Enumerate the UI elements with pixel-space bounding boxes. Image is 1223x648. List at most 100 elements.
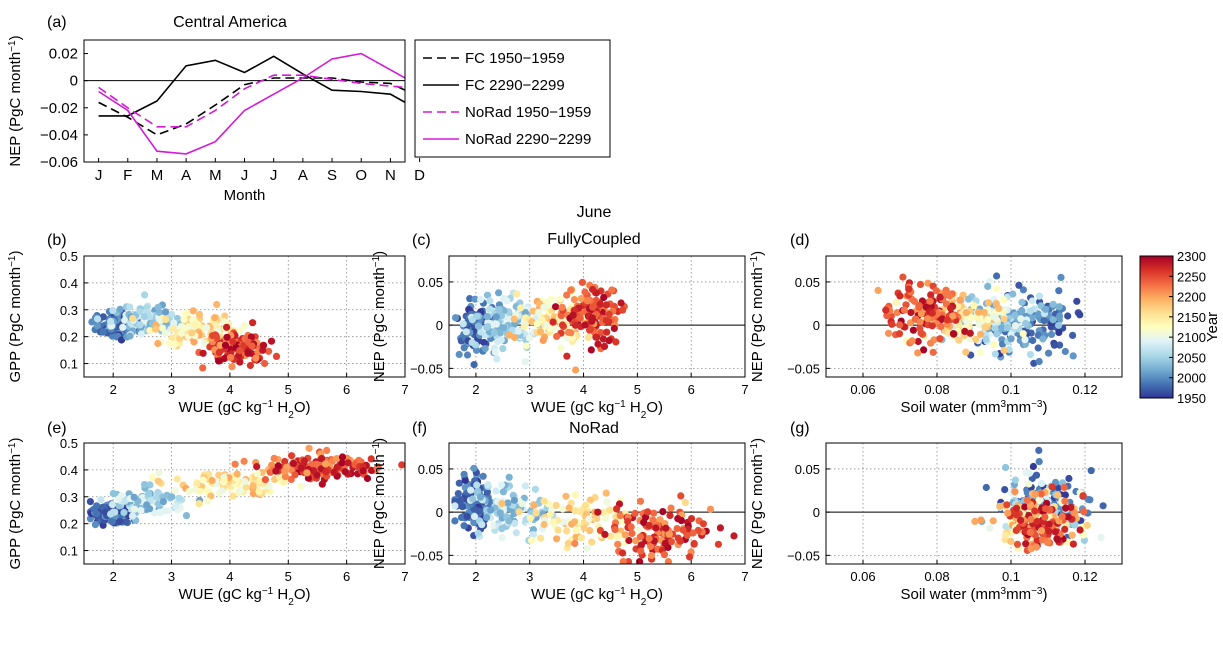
scatter-point <box>518 500 526 508</box>
scatter-point <box>996 502 1004 510</box>
scatter-point <box>231 460 239 468</box>
scatter-point <box>966 335 974 343</box>
scatter-point <box>168 493 176 501</box>
scatter-point <box>577 295 585 303</box>
scatter-point <box>1011 322 1020 330</box>
scatter-point <box>540 303 548 311</box>
scatter-point <box>476 493 485 501</box>
x-tick-label: 2 <box>472 382 479 397</box>
scatter-point <box>584 333 593 341</box>
scatter-point <box>470 361 478 369</box>
scatter-point <box>93 510 101 518</box>
scatter-point <box>1045 520 1053 528</box>
scatter-point <box>916 324 924 332</box>
panel-label: (c) <box>412 232 431 249</box>
scatter-point <box>236 487 244 495</box>
scatter-point <box>136 307 144 316</box>
scatter-point <box>510 315 518 323</box>
scatter-point <box>900 306 908 314</box>
scatter-point <box>980 308 988 317</box>
scatter-point <box>492 487 500 495</box>
panel-title: Central America <box>173 14 287 31</box>
scatter-point <box>252 354 260 362</box>
scatter-point <box>120 508 128 517</box>
scatter-point <box>182 309 190 317</box>
scatter-point <box>367 455 375 463</box>
scatter-point <box>1003 324 1011 332</box>
scatter-point <box>483 513 491 522</box>
scatter-point <box>122 518 130 526</box>
scatter-point <box>1043 538 1052 547</box>
scatter-point <box>460 470 468 478</box>
scatter-point <box>625 536 633 545</box>
scatter-point <box>661 539 669 548</box>
scatter-point <box>483 291 492 299</box>
scatter-point <box>265 482 273 490</box>
scatter-point <box>546 510 554 519</box>
scatter-point <box>494 338 502 346</box>
scatter-point <box>275 473 284 481</box>
scatter-point <box>1022 469 1030 477</box>
scatter-point <box>108 332 116 340</box>
scatter-point <box>475 507 483 515</box>
scatter-point <box>181 324 189 332</box>
scatter-point <box>199 364 207 372</box>
x-tick-label: 3 <box>526 382 533 397</box>
x-tick-label: A <box>298 167 308 184</box>
y-tick-label: −0.02 <box>40 100 78 117</box>
legend-entry: NoRad 1950−1959 <box>465 104 591 121</box>
scatter-point <box>140 313 148 321</box>
x-tick-label: 0.06 <box>850 569 875 584</box>
scatter-point <box>1061 347 1069 356</box>
scatter-point <box>1076 526 1084 534</box>
scatter-point <box>486 297 494 305</box>
scatter-point <box>899 273 907 281</box>
colorbar-tick-label: 2100 <box>1177 330 1206 345</box>
scatter-point <box>195 310 203 318</box>
panel-label: (f) <box>412 420 427 437</box>
scatter-point <box>1000 315 1008 323</box>
scatter-point <box>129 314 137 323</box>
y-axis-label: NEP (PgC month−1) <box>371 251 389 382</box>
scatter-point <box>1029 462 1037 471</box>
scatter-point <box>972 335 980 343</box>
scatter-point <box>637 547 645 555</box>
scatter-point <box>471 295 479 303</box>
scatter-point <box>208 476 216 485</box>
scatter-point <box>916 318 924 326</box>
scatter-point <box>606 506 614 514</box>
scatter-point <box>451 517 459 525</box>
scatter-point <box>1087 467 1095 475</box>
scatter-point <box>146 327 154 335</box>
y-axis-label: NEP (PgC month−1) <box>7 35 25 166</box>
scatter-point <box>193 480 201 488</box>
scatter-point <box>1099 502 1107 510</box>
scatter-point <box>462 328 470 336</box>
scatter-point <box>589 285 597 294</box>
scatter-point <box>145 489 153 497</box>
x-tick-label: 6 <box>343 569 350 584</box>
scatter-point <box>483 312 491 321</box>
scatter-point <box>950 330 958 338</box>
scatter-point <box>520 323 528 331</box>
scatter-point <box>650 509 658 517</box>
scatter-point <box>539 336 547 344</box>
scatter-point <box>481 345 489 353</box>
colorbar-gradient <box>1139 255 1174 399</box>
x-axis-label: Month <box>224 187 266 204</box>
scatter-point <box>499 488 507 496</box>
scatter-point <box>1002 531 1010 539</box>
scatter-point <box>975 308 983 316</box>
scatter-point <box>454 490 462 498</box>
panel-subtitle: FullyCoupled <box>547 231 640 248</box>
scatter-point <box>947 304 955 312</box>
y-axis-label: NEP (PgC month−1) <box>749 438 767 569</box>
scatter-point <box>608 286 616 294</box>
scatter-point <box>1026 528 1034 537</box>
scatter-point <box>1061 497 1069 505</box>
scatter-point <box>1076 311 1084 319</box>
scatter-point <box>109 306 117 315</box>
scatter-point <box>130 505 139 513</box>
y-tick-label: −0.05 <box>410 548 443 563</box>
scatter-point <box>492 320 500 328</box>
